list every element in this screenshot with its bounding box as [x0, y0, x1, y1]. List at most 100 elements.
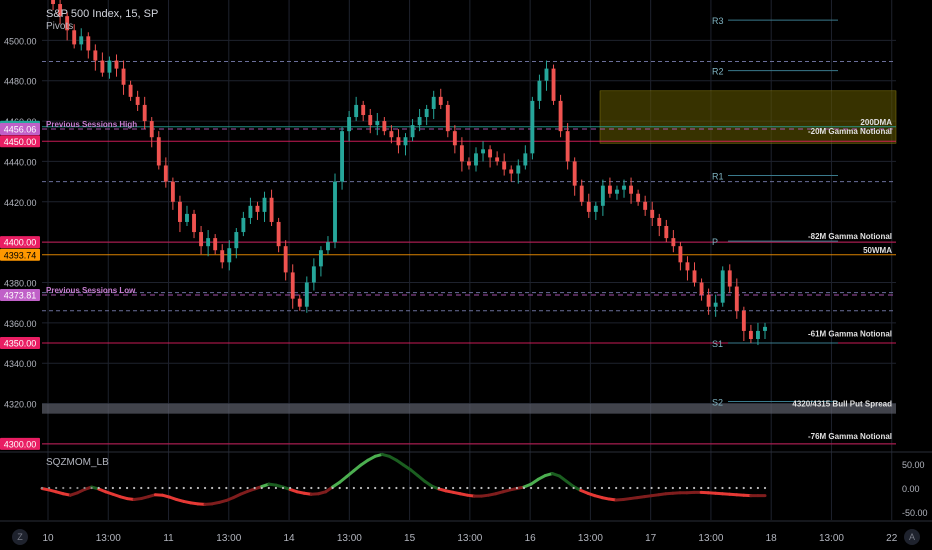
candle-body	[622, 185, 626, 190]
candle-body	[149, 121, 154, 138]
squeeze-dot	[487, 486, 490, 490]
squeeze-dot	[402, 486, 405, 490]
candle-body	[424, 108, 429, 118]
squeeze-dot	[125, 486, 129, 490]
candle-body	[636, 193, 641, 202]
candle-body	[706, 294, 711, 307]
squeeze-dot	[572, 486, 575, 490]
squeeze-dot	[140, 486, 143, 490]
squeeze-dot	[565, 486, 568, 490]
candle-body	[297, 298, 302, 307]
squeeze-dot	[409, 486, 412, 490]
squeeze-dot	[707, 486, 710, 490]
x-tick-label: 16	[525, 533, 537, 544]
candle-body	[100, 60, 105, 73]
squeeze-dot	[267, 486, 270, 490]
candle-body	[156, 137, 161, 166]
indicator-name: Pivots	[46, 21, 74, 32]
candle-body	[276, 221, 281, 247]
annotation-label: 4320/4315 Bull Put Spread	[792, 400, 892, 409]
squeeze-dot	[551, 486, 554, 490]
squeeze-dot	[104, 486, 107, 490]
candle-body	[389, 131, 394, 138]
squeeze-dot	[189, 486, 192, 490]
squeeze-dot	[593, 486, 596, 490]
squeeze-dot	[97, 486, 100, 490]
annotation-label: Previous Sessions Low	[46, 286, 136, 295]
candle-body	[107, 60, 112, 73]
squeeze-dot	[260, 486, 263, 490]
squeeze-dot	[62, 486, 65, 490]
y-tick-label: 4500.00	[4, 36, 37, 46]
oscillator-tick-label: 0.00	[902, 484, 920, 494]
price-tag	[0, 123, 40, 136]
pivot-label: R2	[712, 67, 724, 77]
x-tick-label: 10	[42, 533, 54, 544]
candle-body	[135, 96, 140, 105]
squeeze-dot	[232, 486, 235, 490]
auto-scale-button[interactable]: A	[904, 529, 920, 545]
squeeze-dot	[281, 486, 285, 490]
zoom-button[interactable]: Z	[12, 529, 28, 545]
price-tag	[0, 288, 40, 301]
price-tag	[0, 236, 40, 249]
candle-body	[607, 185, 612, 194]
candle-body	[593, 205, 598, 212]
candle-body	[128, 84, 133, 97]
squeeze-dot	[288, 486, 292, 490]
squeeze-dot	[388, 486, 391, 490]
candle-body	[417, 117, 422, 126]
candle-body	[361, 104, 366, 116]
candle-body	[192, 213, 196, 233]
candle-body	[699, 282, 704, 295]
momentum-segment	[345, 469, 356, 478]
candle-body	[269, 197, 274, 222]
squeeze-dot	[395, 486, 398, 490]
pivot-label: S2	[712, 398, 723, 408]
candle-body	[163, 165, 168, 182]
annotation-label: -82M Gamma Notional	[808, 232, 892, 241]
y-tick-label: 4380.00	[4, 279, 37, 289]
candle-body	[509, 169, 514, 174]
candle-body	[474, 153, 478, 166]
squeeze-dot	[678, 486, 682, 490]
candle-body	[262, 197, 267, 212]
candle-body	[410, 125, 415, 138]
squeeze-dot	[444, 486, 448, 490]
squeeze-dot	[366, 486, 370, 490]
candle-body	[671, 238, 676, 247]
price-tag-label: 4350.00	[4, 339, 37, 349]
squeeze-dot	[579, 486, 582, 490]
squeeze-dot	[218, 486, 221, 490]
candle-body	[227, 248, 232, 263]
squeeze-dot	[452, 486, 455, 490]
candle-body	[283, 246, 288, 273]
squeeze-dot	[55, 486, 58, 490]
candle-body	[579, 185, 584, 202]
squeeze-dot	[437, 486, 441, 490]
price-tag-label: 4400.00	[4, 238, 37, 248]
squeeze-dot	[196, 486, 200, 490]
squeeze-dot	[466, 486, 469, 490]
candle-body	[170, 181, 175, 202]
price-tag	[0, 248, 40, 261]
candle-body	[685, 262, 690, 271]
candle-body	[255, 205, 260, 212]
squeeze-dot	[430, 486, 433, 490]
candle-body	[431, 96, 436, 109]
squeeze-dot	[749, 486, 752, 490]
resistance-zone	[599, 90, 897, 144]
squeeze-dot	[338, 486, 341, 490]
x-tick-label: 22	[886, 533, 898, 544]
candle-body	[347, 117, 352, 132]
y-tick-label: 4360.00	[4, 319, 37, 329]
candle-body	[403, 137, 408, 146]
price-tag-label: 4300.00	[4, 439, 37, 449]
squeeze-dot	[728, 486, 731, 490]
squeeze-dot	[133, 486, 136, 490]
candle-body	[248, 205, 253, 218]
squeeze-dot	[671, 486, 674, 490]
squeeze-dot	[685, 486, 689, 490]
candle-body	[495, 157, 500, 162]
